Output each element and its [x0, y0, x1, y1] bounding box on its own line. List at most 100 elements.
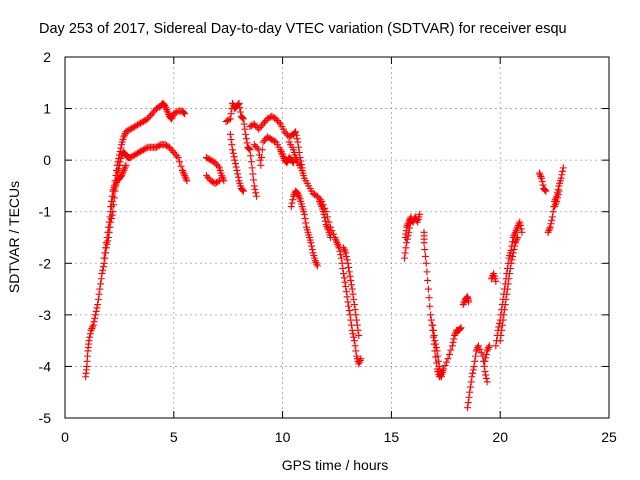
- data-point: [349, 290, 357, 298]
- data-point: [228, 141, 236, 149]
- data-point: [138, 147, 146, 155]
- data-point: [263, 133, 271, 141]
- data-point: [450, 335, 458, 343]
- data-point: [511, 228, 519, 236]
- data-point: [342, 249, 350, 257]
- data-point: [555, 187, 563, 195]
- data-point: [93, 304, 101, 312]
- data-point: [155, 142, 163, 150]
- data-point: [558, 171, 566, 179]
- data-point: [268, 112, 276, 120]
- data-point: [437, 369, 445, 377]
- data-point: [333, 239, 341, 247]
- data-point: [110, 184, 118, 192]
- data-point: [501, 306, 509, 314]
- data-point: [163, 105, 171, 113]
- data-point: [152, 105, 160, 113]
- data-point: [429, 321, 437, 329]
- data-point: [256, 123, 264, 131]
- y-tick-labels: -5 -4 -3 -2 -1 0 1 2: [39, 49, 52, 426]
- data-point: [239, 186, 247, 194]
- data-point: [541, 186, 549, 194]
- data-point: [211, 179, 219, 187]
- data-point: [472, 347, 480, 355]
- data-point: [231, 156, 239, 164]
- data-point: [108, 192, 116, 200]
- data-point: [472, 352, 480, 360]
- data-point: [229, 149, 237, 157]
- data-point: [485, 342, 493, 350]
- data-point: [205, 155, 213, 163]
- data-point: [337, 254, 345, 262]
- data-point: [171, 150, 179, 158]
- data-point: [88, 325, 96, 333]
- data-point: [245, 144, 253, 152]
- data-point: [154, 142, 162, 150]
- data-point: [248, 164, 256, 172]
- data-point: [506, 264, 514, 272]
- data-point: [226, 130, 234, 138]
- data-point: [344, 259, 352, 267]
- data-point: [435, 362, 443, 370]
- data-point: [258, 154, 266, 162]
- data-point: [164, 109, 172, 117]
- data-point: [269, 113, 277, 121]
- data-point: [128, 124, 136, 132]
- data-point: [173, 108, 181, 116]
- chart-title: Day 253 of 2017, Sidereal Day-to-day VTE…: [39, 21, 567, 37]
- data-point: [421, 252, 429, 260]
- data-point: [288, 199, 296, 207]
- data-point: [104, 237, 112, 245]
- data-point: [559, 164, 567, 172]
- data-point: [204, 154, 212, 162]
- data-point: [125, 126, 133, 134]
- data-point: [549, 208, 557, 216]
- data-point: [432, 344, 440, 352]
- data-point: [504, 280, 512, 288]
- y-tick-label: -4: [39, 358, 52, 374]
- data-point: [246, 146, 254, 154]
- data-point: [252, 192, 260, 200]
- x-axis-label: GPS time / hours: [282, 457, 389, 473]
- x-tick-label: 15: [384, 429, 400, 445]
- data-point: [403, 221, 411, 229]
- data-point: [340, 270, 348, 278]
- data-point: [222, 117, 230, 125]
- data-point: [122, 128, 130, 136]
- data-point: [510, 232, 518, 240]
- x-tick-labels: 0 5 10 15 20 25: [61, 429, 617, 445]
- data-point: [497, 331, 505, 339]
- data-point: [100, 254, 108, 262]
- data-point: [355, 358, 363, 366]
- data-point: [236, 104, 244, 112]
- data-point: [427, 316, 435, 324]
- data-point: [337, 251, 345, 259]
- data-point: [258, 146, 266, 154]
- data-point: [447, 346, 455, 354]
- data-point: [219, 175, 227, 183]
- data-point: [340, 274, 348, 282]
- data-point: [353, 316, 361, 324]
- data-point: [179, 168, 187, 176]
- data-point: [423, 268, 431, 276]
- y-axis-label: SDTVAR / TECUs: [6, 181, 22, 293]
- data-point: [229, 99, 237, 107]
- data-point: [481, 368, 489, 376]
- data-point: [275, 118, 283, 126]
- data-point: [513, 235, 521, 243]
- data-point: [139, 117, 147, 125]
- data-point: [443, 358, 451, 366]
- data-point: [321, 217, 329, 225]
- data-point: [342, 252, 350, 260]
- data-point: [468, 373, 476, 381]
- data-point: [292, 154, 300, 162]
- y-tick-label: 0: [43, 152, 51, 168]
- data-point: [207, 156, 215, 164]
- data-point: [111, 182, 119, 190]
- data-point: [316, 197, 324, 205]
- data-point: [425, 294, 433, 302]
- data-point: [289, 192, 297, 200]
- data-point: [501, 301, 509, 309]
- data-point: [173, 152, 181, 160]
- data-point: [346, 272, 354, 280]
